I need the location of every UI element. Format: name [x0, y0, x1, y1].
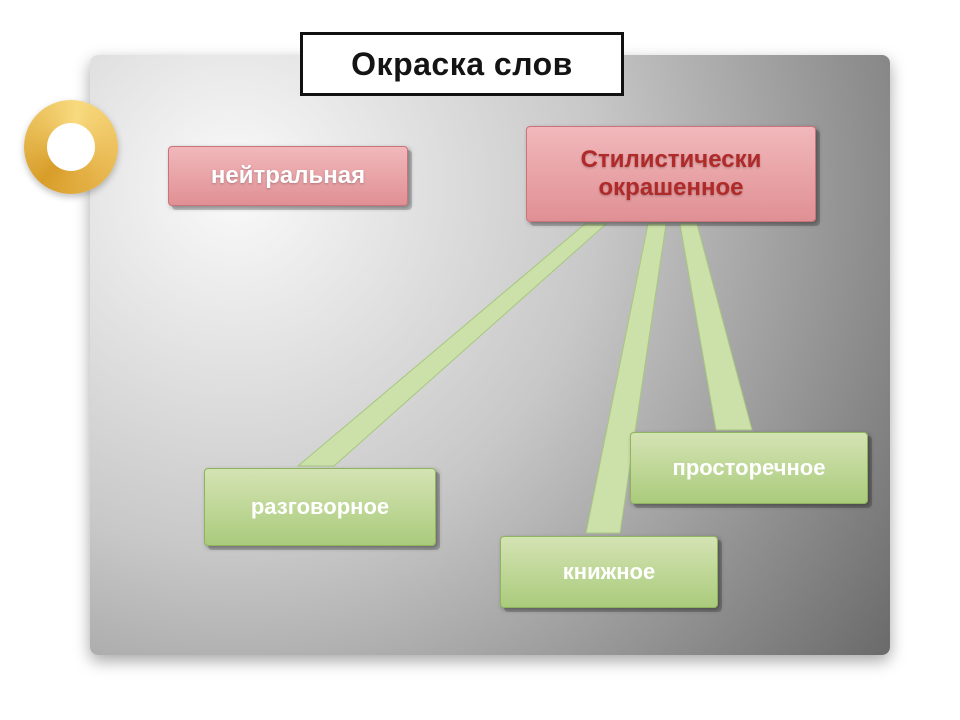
- node-neutral: нейтральная: [168, 146, 408, 206]
- title-text: Окраска слов: [351, 46, 573, 82]
- node-colloquial-label: разговорное: [251, 494, 389, 519]
- node-stylistic-label: Стилистически окрашенное: [581, 146, 762, 201]
- node-neutral-label: нейтральная: [211, 162, 365, 190]
- node-bookish-label: книжное: [563, 559, 655, 584]
- title-box: Окраска слов: [300, 32, 624, 96]
- node-bookish: книжное: [500, 536, 718, 608]
- slide: Окраска слов нейтральная Стилистически о…: [0, 0, 960, 720]
- node-vernacular: просторечное: [630, 432, 868, 504]
- node-vernacular-label: просторечное: [673, 455, 826, 480]
- node-colloquial: разговорное: [204, 468, 436, 546]
- node-stylistic: Стилистически окрашенное: [526, 126, 816, 222]
- decoration-ring: [24, 100, 118, 194]
